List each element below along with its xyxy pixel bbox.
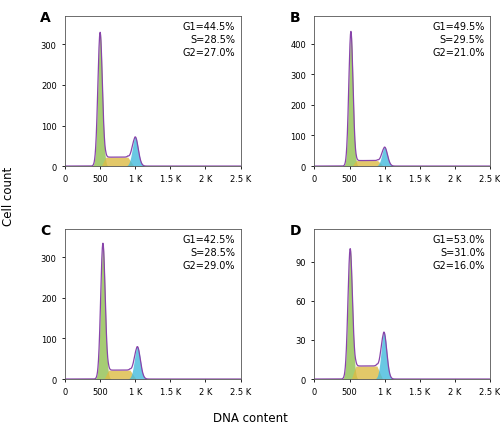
Text: G1=44.5%
S=28.5%
G2=27.0%: G1=44.5% S=28.5% G2=27.0% [182, 22, 236, 58]
Text: DNA content: DNA content [212, 411, 288, 424]
Text: A: A [40, 11, 51, 25]
Text: G1=42.5%
S=28.5%
G2=29.0%: G1=42.5% S=28.5% G2=29.0% [183, 234, 236, 271]
Text: B: B [290, 11, 300, 25]
Text: G1=49.5%
S=29.5%
G2=21.0%: G1=49.5% S=29.5% G2=21.0% [432, 22, 484, 58]
Text: G1=53.0%
S=31.0%
G2=16.0%: G1=53.0% S=31.0% G2=16.0% [432, 234, 484, 271]
Text: C: C [40, 224, 50, 237]
Text: D: D [290, 224, 302, 237]
Text: Cell count: Cell count [2, 167, 16, 225]
